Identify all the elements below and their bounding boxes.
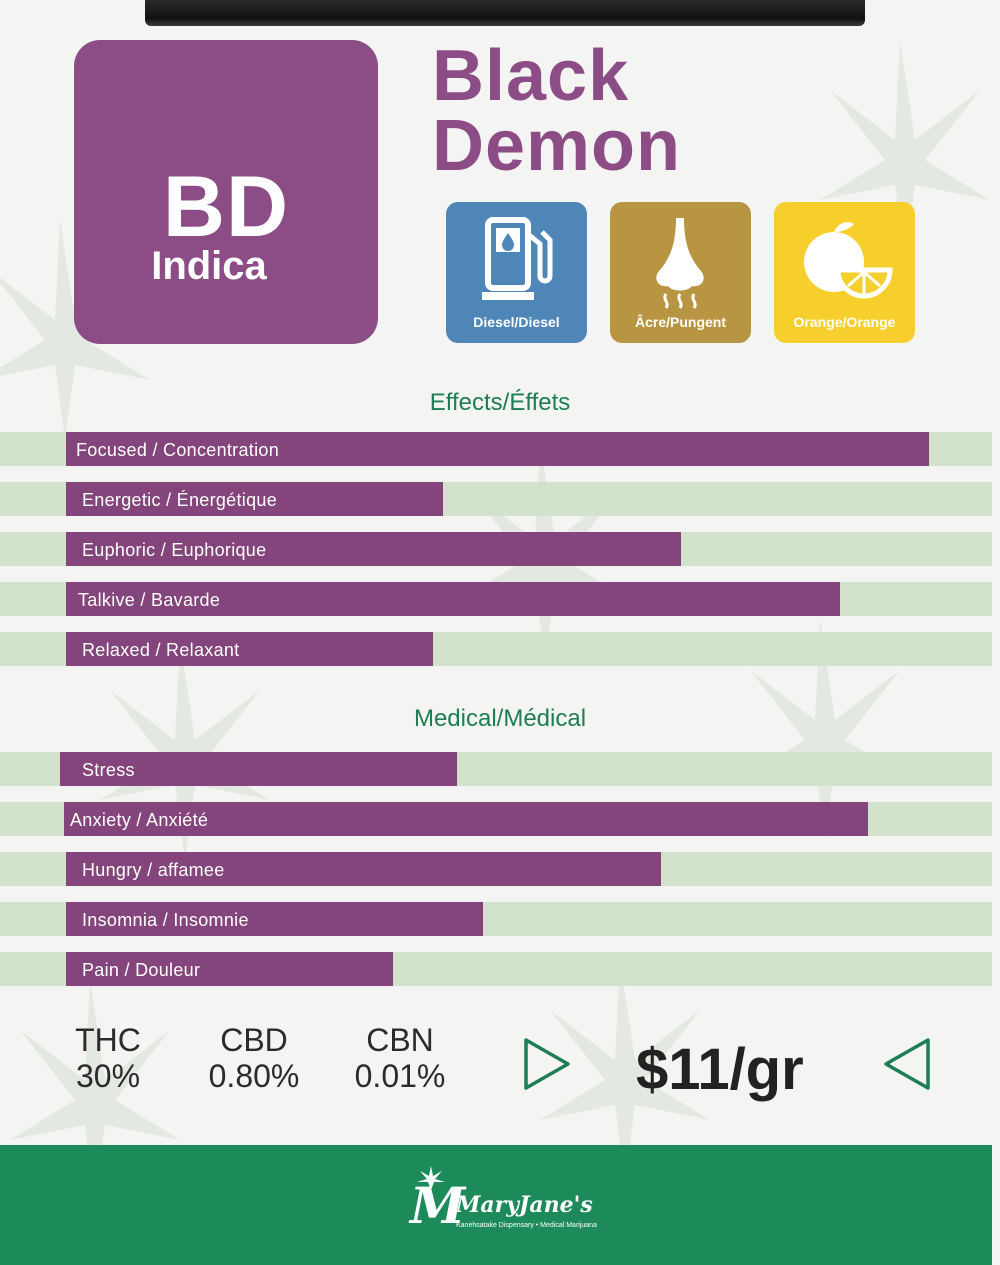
- effect-label: Focused / Concentration: [76, 440, 280, 460]
- medical-bar-fill: [64, 802, 868, 836]
- medical-bar-fill: [66, 852, 661, 886]
- stat-cbn: CBN 0.01%: [330, 1022, 470, 1094]
- stat-cbd: CBD 0.80%: [184, 1022, 324, 1094]
- medical-bar: Insomnia / Insomnie: [0, 902, 992, 936]
- effect-bar: Focused / Concentration: [0, 432, 992, 466]
- effect-bar-fill: [66, 432, 929, 466]
- effect-bar-fill: [66, 532, 681, 566]
- effect-bar-fill: [66, 582, 840, 616]
- effect-label: Energetic / Énergétique: [82, 490, 278, 510]
- logo-mark: M: [410, 1176, 466, 1235]
- stat-name: CBN: [366, 1022, 434, 1058]
- stat-value: 30%: [75, 1058, 141, 1094]
- medical-bar: Stress: [0, 752, 992, 786]
- effect-bar: Euphoric / Euphorique: [0, 532, 992, 566]
- strain-type: Indica: [151, 244, 267, 288]
- effect-label: Relaxed / Relaxant: [82, 640, 240, 660]
- medical-bar-fill: [66, 952, 393, 986]
- effect-bar: Relaxed / Relaxant: [0, 632, 992, 666]
- medical-label: Anxiety / Anxiété: [70, 810, 209, 830]
- orange-icon: [804, 222, 893, 299]
- medical-label: Pain / Douleur: [82, 960, 201, 980]
- medical-bar: Pain / Douleur: [0, 952, 992, 986]
- medical-label: Insomnia / Insomnie: [82, 910, 249, 930]
- flavor-tile-diesel: Diesel/Diesel: [446, 202, 587, 343]
- flavor-label: Âcre/Pungent: [634, 314, 726, 330]
- effect-bar-fill: [66, 482, 443, 516]
- footer-band: [0, 1145, 992, 1265]
- medical-label: Stress: [82, 760, 135, 780]
- effect-label: Talkive / Bavarde: [78, 590, 221, 610]
- medical-label: Hungry / affamee: [82, 860, 225, 880]
- medical-bar-fill: [60, 752, 457, 786]
- strain-name-line2: Demon: [432, 106, 682, 186]
- fuel-pump-icon: [482, 217, 553, 300]
- stat-name: THC: [75, 1022, 141, 1058]
- maryjanes-logo: M MaryJane's Kanehsatake Dispensary • Me…: [410, 1166, 597, 1252]
- medical-bar: Anxiety / Anxiété: [0, 802, 992, 836]
- triangle-right-icon: [524, 1038, 570, 1090]
- medical-bar: Hungry / affamee: [0, 852, 992, 886]
- effect-label: Euphoric / Euphorique: [82, 540, 267, 560]
- effect-bar: Energetic / Énergétique: [0, 482, 992, 516]
- strain-name: Black Demon: [432, 36, 682, 186]
- price: $11/gr: [636, 1037, 804, 1102]
- brand-tagline: Kanehsatake Dispensary • Medical Marijua…: [456, 1222, 597, 1229]
- effect-bar: Talkive / Bavarde: [0, 582, 992, 616]
- stat-value: 0.01%: [354, 1058, 446, 1094]
- leaf-logo-icon: [417, 1166, 445, 1190]
- stat-name: CBD: [220, 1022, 288, 1058]
- stat-thc: THC 30%: [38, 1022, 178, 1094]
- strain-badge: BD Indica: [74, 40, 378, 344]
- strain-abbreviation: BD: [162, 159, 290, 255]
- flavor-label: Orange/Orange: [793, 314, 896, 330]
- flavor-tile-pungent: Âcre/Pungent: [610, 202, 751, 343]
- stat-value: 0.80%: [208, 1058, 300, 1094]
- effect-bar-fill: [66, 632, 433, 666]
- clipboard-clip: [145, 0, 865, 26]
- flavor-tile-orange: Orange/Orange: [774, 202, 915, 343]
- nose-icon: [656, 218, 704, 309]
- effects-heading: Effects/Éffets: [429, 389, 571, 416]
- flavor-label: Diesel/Diesel: [473, 314, 560, 330]
- medical-bar-fill: [66, 902, 483, 936]
- strain-name-line1: Black: [432, 36, 630, 116]
- brand-name: MaryJane's: [456, 1192, 593, 1218]
- triangle-left-icon: [884, 1038, 930, 1090]
- medical-heading: Medical/Médical: [413, 705, 587, 732]
